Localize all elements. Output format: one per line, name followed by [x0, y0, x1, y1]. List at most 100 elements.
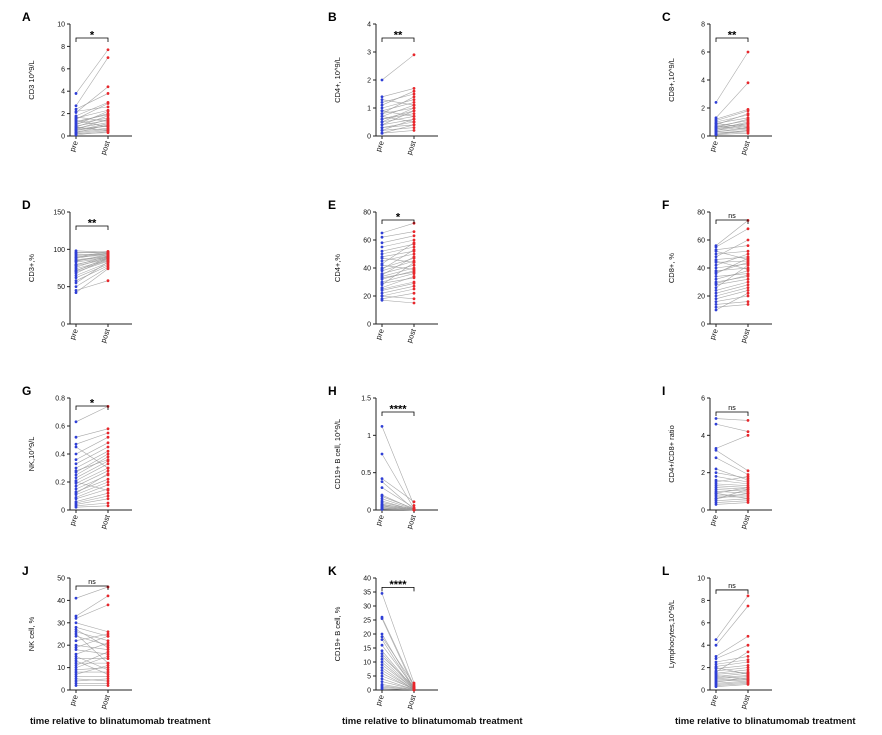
x-tick-label-h: pre — [374, 514, 386, 527]
point-post-d — [106, 256, 110, 259]
pair-line-j — [75, 644, 109, 650]
point-pre-h — [380, 495, 384, 498]
pair-line-l — [715, 644, 749, 659]
pair-line-e — [381, 249, 415, 270]
panel-letter-f: F — [662, 198, 669, 212]
point-post-i — [746, 475, 750, 478]
pair-line-l — [715, 679, 749, 682]
pair-line-i — [715, 423, 749, 432]
pair-line-l — [715, 656, 749, 663]
point-post-b — [412, 89, 416, 93]
point-pre-b — [380, 129, 384, 132]
point-post-g — [106, 427, 110, 431]
y-tick-label-h: 1 — [367, 433, 371, 440]
point-post-l — [746, 643, 750, 647]
point-post-c — [746, 127, 750, 131]
point-pre-j — [74, 628, 78, 631]
point-post-k — [412, 683, 416, 686]
y-tick-label-j: 50 — [57, 576, 65, 583]
point-pre-i — [714, 456, 718, 460]
pair-line-h — [381, 508, 415, 511]
pair-line-f — [715, 287, 749, 297]
y-tick-label-i: 2 — [701, 470, 705, 477]
pair-line-g — [75, 446, 109, 469]
pair-line-e — [381, 235, 415, 244]
pair-line-g — [75, 473, 109, 494]
pair-line-i — [715, 435, 749, 449]
pair-line-f — [715, 250, 749, 260]
pair-line-j — [75, 656, 109, 671]
point-pre-f — [714, 289, 718, 292]
pair-line-a — [75, 122, 109, 129]
significance-bracket-i — [715, 411, 749, 416]
point-pre-a — [74, 125, 78, 129]
pair-line-i — [715, 483, 749, 487]
point-pre-b — [380, 103, 384, 107]
point-pre-d — [74, 279, 78, 283]
point-pre-h — [380, 507, 384, 511]
x-caption-col1: time relative to blinatumomab treatment — [30, 716, 211, 727]
pair-line-l — [715, 680, 749, 684]
x-tick-label-i: pre — [708, 514, 720, 527]
pair-line-i — [715, 498, 749, 501]
pair-line-b — [381, 124, 415, 134]
point-post-g — [106, 445, 110, 449]
point-post-b — [412, 101, 416, 104]
point-pre-f — [714, 259, 718, 263]
pair-line-d — [75, 254, 109, 262]
point-pre-l — [714, 638, 718, 641]
y-tick-label-i: 0 — [701, 508, 705, 515]
pair-line-d — [75, 252, 109, 259]
pair-line-d — [75, 254, 109, 256]
pair-line-f — [715, 274, 749, 284]
point-pre-l — [714, 674, 718, 677]
y-tick-label-l: 10 — [697, 576, 705, 583]
pair-line-d — [75, 263, 109, 278]
x-tick-label-e: pre — [374, 328, 386, 341]
significance-label-b: ** — [394, 30, 403, 42]
y-tick-label-f: 0 — [701, 322, 705, 329]
y-axis-label-f: CD8+, % — [667, 253, 676, 284]
y-tick-label-l: 6 — [701, 620, 705, 627]
y-axis-label-a: CD3 10^9/L — [27, 60, 36, 99]
point-pre-a — [74, 133, 78, 137]
pair-line-f — [715, 253, 749, 266]
point-pre-k — [380, 671, 384, 675]
pair-line-f — [715, 260, 749, 270]
pair-line-e — [381, 273, 415, 283]
pair-line-k — [381, 688, 415, 691]
point-post-e — [412, 255, 416, 259]
y-tick-label-k: 20 — [363, 632, 371, 639]
pair-line-k — [381, 672, 415, 690]
significance-bracket-g — [75, 405, 109, 410]
pair-line-i — [715, 485, 749, 488]
y-tick-label-c: 4 — [701, 78, 705, 85]
pair-line-l — [715, 675, 749, 681]
pair-line-j — [75, 604, 109, 619]
pair-line-j — [75, 649, 109, 655]
panel-letter-a: A — [22, 10, 31, 24]
pair-line-j — [75, 631, 109, 642]
pair-line-i — [715, 450, 749, 472]
pair-line-a — [75, 130, 109, 135]
point-pre-i — [714, 480, 718, 484]
x-tick-label-c: post — [739, 139, 753, 156]
pair-line-l — [715, 661, 749, 667]
point-pre-k — [380, 674, 384, 678]
x-tick-label-j: post — [99, 693, 113, 710]
point-pre-i — [714, 467, 718, 471]
pair-line-k — [381, 593, 415, 684]
point-pre-d — [74, 263, 78, 267]
point-post-a — [106, 48, 110, 52]
point-pre-g — [74, 487, 78, 491]
y-axis-label-b: CD4+, 10^9/L — [333, 57, 342, 103]
point-post-c — [746, 108, 750, 111]
pair-line-k — [381, 681, 415, 690]
point-post-e — [412, 238, 416, 242]
point-post-b — [412, 92, 416, 96]
point-pre-f — [714, 275, 718, 278]
pair-line-b — [381, 104, 415, 117]
point-pre-i — [714, 448, 718, 452]
y-tick-label-k: 10 — [363, 660, 371, 667]
pair-line-c — [715, 109, 749, 120]
